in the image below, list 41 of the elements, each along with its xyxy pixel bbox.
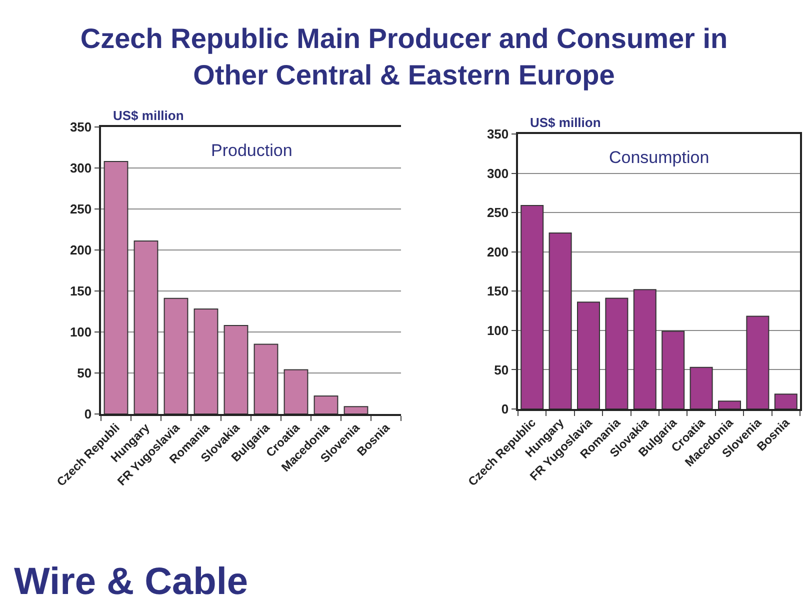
y-tick-label: 200 (486, 244, 509, 260)
bar (284, 369, 308, 414)
y-tick-label: 250 (486, 205, 509, 220)
bar (633, 289, 656, 409)
y-tick-label: 200 (70, 242, 92, 258)
y-tick-label: 0 (84, 406, 92, 422)
y-tick-label: 100 (486, 322, 509, 338)
bar (662, 330, 685, 409)
bar (577, 302, 600, 409)
y-axis-title: US$ million (113, 108, 184, 123)
bar (164, 298, 188, 414)
y-tick-label: 150 (70, 284, 92, 299)
bar (718, 400, 741, 409)
bar (690, 366, 713, 409)
text: Production (211, 141, 292, 160)
bar (104, 160, 128, 414)
text: Consumption (609, 148, 710, 167)
bar (520, 205, 544, 409)
bar (254, 344, 278, 414)
bar (314, 395, 338, 414)
y-tick-label: 300 (486, 166, 509, 181)
y-tick-label: 350 (486, 126, 509, 142)
bar (344, 406, 368, 414)
y-tick-label: 350 (70, 120, 92, 135)
bar (134, 240, 158, 414)
y-tick-label: 50 (494, 362, 509, 378)
y-tick-label: 150 (486, 284, 509, 299)
y-tick-label: 0 (501, 402, 509, 417)
y-axis-title: US$ million (530, 115, 601, 130)
bar (548, 232, 572, 409)
bar (774, 394, 798, 409)
text: Wire & Cable (14, 561, 248, 603)
bar (605, 298, 628, 409)
bar (194, 308, 218, 414)
y-tick-label: 300 (70, 160, 92, 176)
chart-title: Czech Republic Main Producer and Consumer in Other Central & Eastern Europe (80, 23, 728, 90)
y-tick-label: 250 (70, 202, 92, 217)
bar (746, 316, 770, 409)
y-tick-label: 100 (70, 324, 92, 340)
y-tick-label: 50 (77, 366, 92, 381)
bar (224, 324, 248, 414)
